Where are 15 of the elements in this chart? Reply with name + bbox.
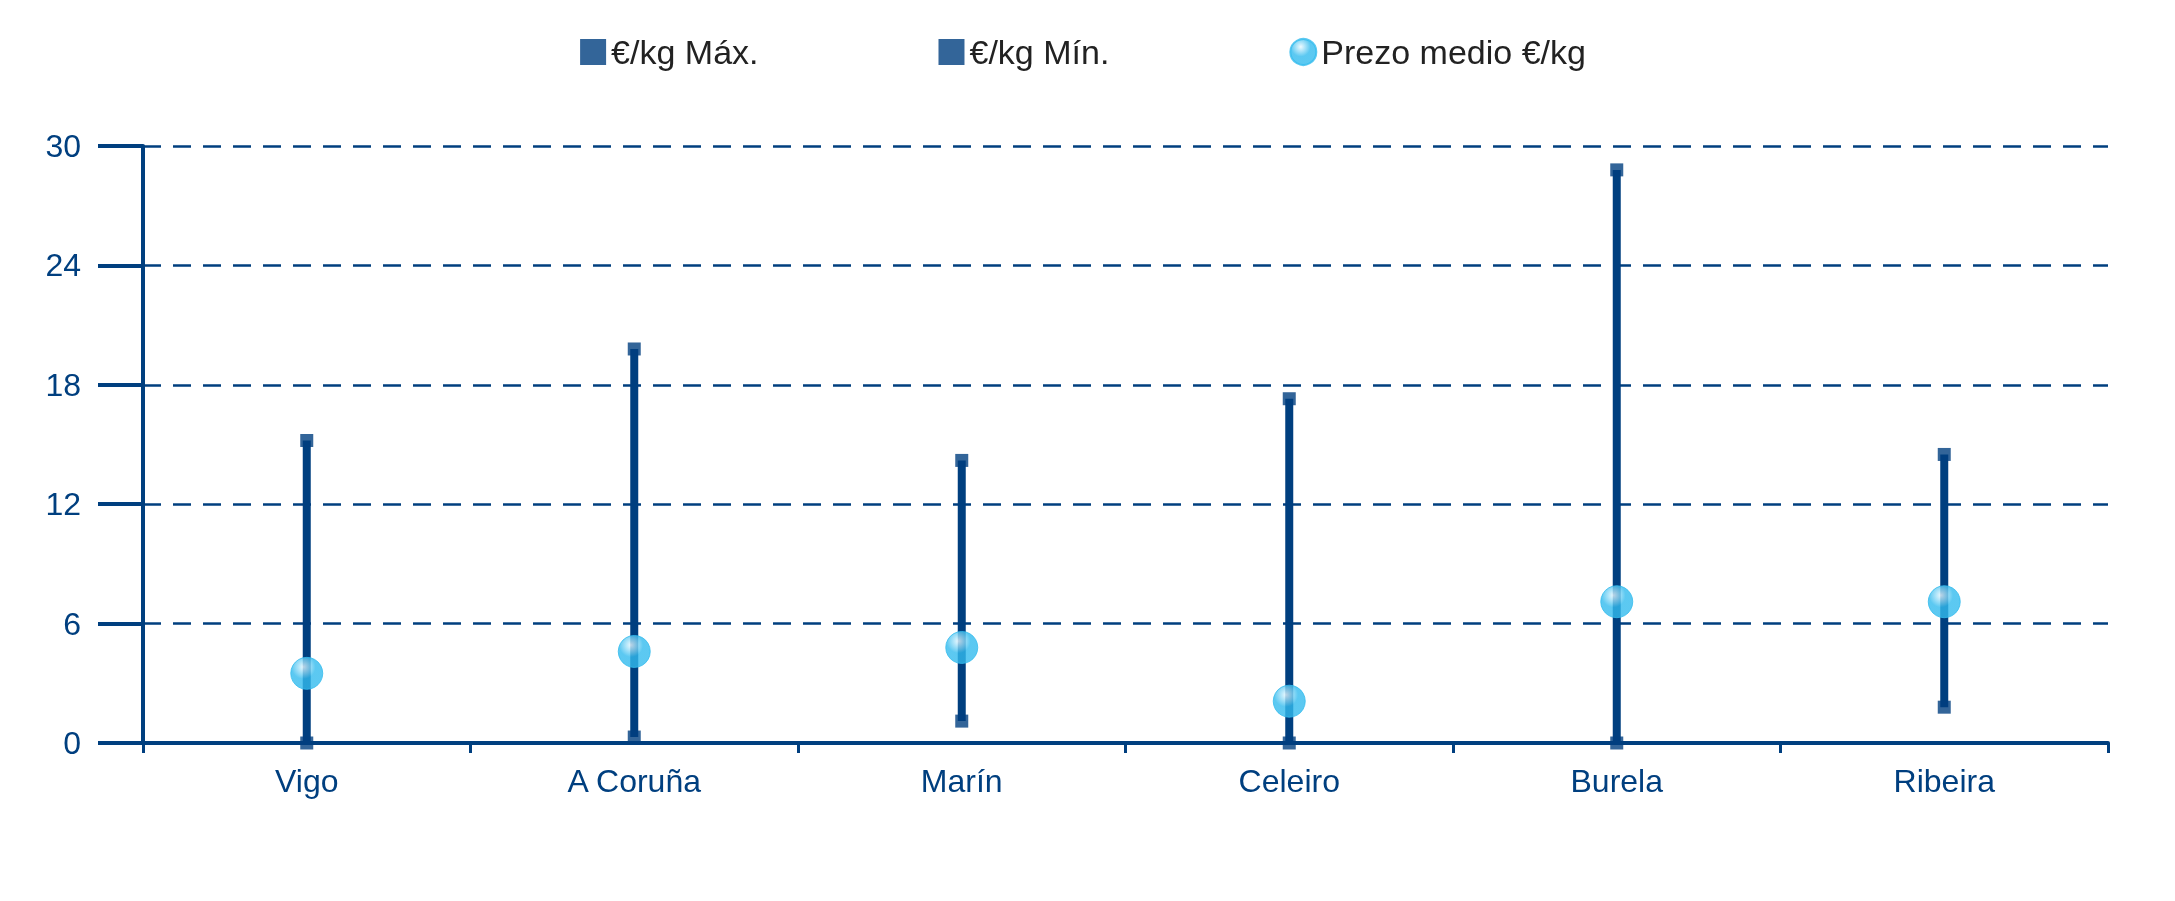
x-tick-label: Celeiro xyxy=(1238,763,1340,799)
x-tick-label: Vigo xyxy=(275,763,339,799)
y-tick-label: 0 xyxy=(63,725,81,761)
legend-label: Prezo medio €/kg xyxy=(1321,33,1586,71)
x-tick-label: Burela xyxy=(1570,763,1664,799)
x-tick-label: Marín xyxy=(920,763,1003,799)
y-tick-label: 18 xyxy=(45,366,81,403)
y-tick-label: 30 xyxy=(45,128,81,164)
x-tick-label: Ribeira xyxy=(1893,763,1996,799)
y-tick-label: 6 xyxy=(63,605,81,642)
y-tick-label: 24 xyxy=(45,247,81,284)
legend-label: €/kg Máx. xyxy=(611,33,759,71)
y-tick-label: 12 xyxy=(45,486,81,523)
legend-label: €/kg Mín. xyxy=(969,33,1110,71)
x-tick-label: A Coruña xyxy=(567,763,702,799)
